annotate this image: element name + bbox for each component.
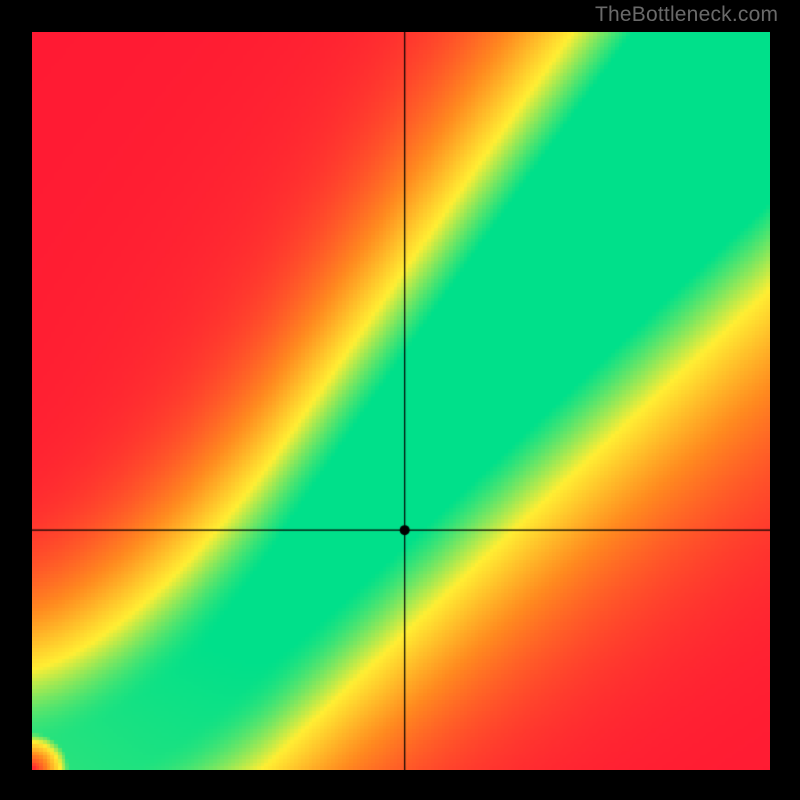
- chart-root: TheBottleneck.com: [0, 0, 800, 800]
- watermark-text: TheBottleneck.com: [595, 3, 778, 27]
- bottleneck-heatmap: [32, 32, 770, 770]
